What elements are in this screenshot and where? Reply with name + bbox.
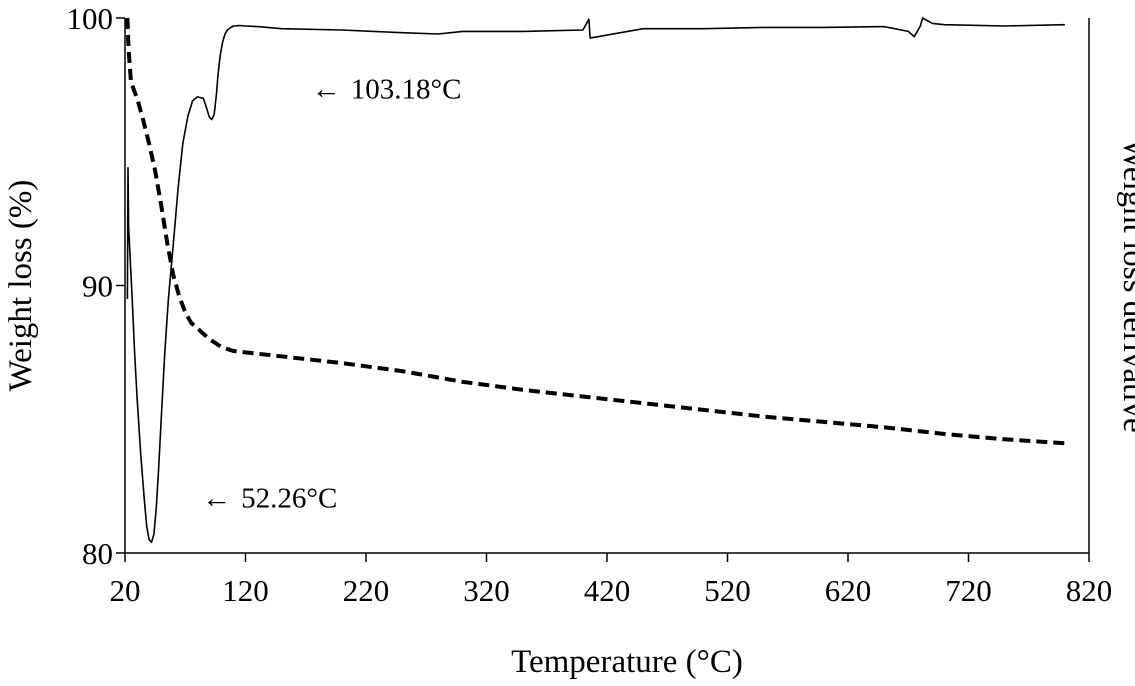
annotation-label: ← 52.26°C [202,483,337,515]
plot-area: 20 120 220 320 420 520 620 720 820 80 90 100 Tempera… [3,1,1135,680]
y-axis-title: Weight loss (%) [3,180,39,392]
derivative-series-line [126,17,1065,544]
x-tick-label: 420 [584,573,631,608]
x-tick-label: 620 [825,573,872,608]
x-tick-label: 320 [463,573,510,608]
x-tick-label: 220 [343,573,390,608]
x-tick-label: 120 [222,573,269,608]
annotation-label: ← 103.18°C [312,73,462,105]
x-tick-label: 520 [704,573,751,608]
annotation-text: 52.26°C [241,483,337,515]
annotation-text: 103.18°C [351,73,462,105]
x-tick-label: 20 [110,573,141,608]
y-tick-label: 80 [82,536,113,571]
annotation-arrow-icon: ← [202,483,231,515]
annotation-arrow-icon: ← [312,73,341,105]
x-tick-label: 720 [945,573,992,608]
weight-loss-series-line [125,17,1066,446]
y-tick-label: 100 [67,1,114,36]
y2-axis-title: Weight loss derivative [1116,138,1135,432]
y-tick-label: 90 [82,269,113,304]
x-tick-label: 820 [1066,573,1113,608]
x-axis-title: Temperature (°C) [511,644,743,680]
